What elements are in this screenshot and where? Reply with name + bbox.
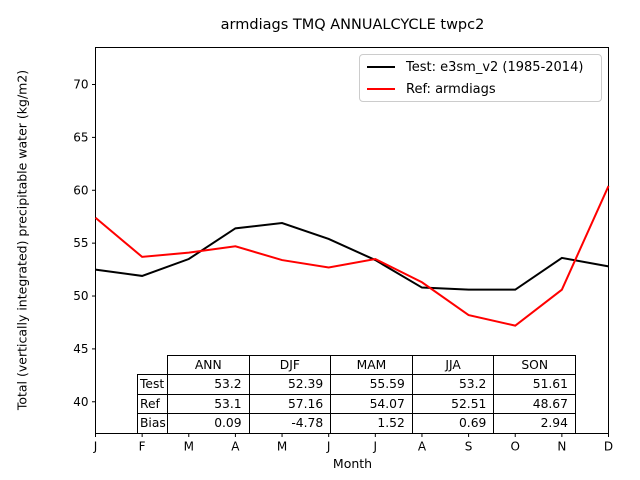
table-cell: 52.51	[411, 393, 495, 415]
y-tick-label: 40	[73, 395, 88, 409]
table-cell: 53.1	[167, 393, 250, 415]
table-row: Test 53.2 52.39 55.59 53.2 51.61	[137, 374, 576, 395]
legend-entry: Test: e3sm_v2 (1985-2014)	[367, 58, 593, 76]
table-cell: 1.52	[330, 413, 413, 434]
table-cell: 55.59	[330, 374, 413, 395]
table-cell: 48.67	[493, 393, 576, 415]
table-cell: 53.2	[167, 374, 250, 395]
y-axis-label: Total (vertically integrated) precipitab…	[14, 69, 30, 411]
y-tick-label: 45	[73, 342, 88, 356]
table-col-header: JJA	[411, 354, 495, 376]
x-tick-label: J	[373, 439, 378, 453]
legend-label: Ref: armdiags	[406, 81, 496, 97]
table-row-label: Test	[137, 374, 168, 395]
x-tick-label: F	[139, 439, 146, 453]
stats-table: ANN DJF MAM JJA SON Test 53.2 52.39 55.59 53.2 51.…	[137, 354, 576, 434]
legend-line-sample-icon	[367, 88, 395, 90]
series-line-1	[94, 185, 610, 327]
x-tick-label: O	[511, 439, 520, 453]
table-cell: 53.2	[411, 374, 495, 395]
table-cell: 52.39	[248, 374, 332, 395]
x-tick-label: A	[231, 439, 240, 453]
table-corner-cell	[138, 355, 168, 375]
y-tick-label: 70	[73, 78, 88, 92]
x-tick-label: M	[277, 439, 287, 453]
legend-label: Test: e3sm_v2 (1985-2014)	[406, 59, 584, 75]
table-cell: -4.78	[248, 413, 332, 434]
table-row-label: Bias	[137, 413, 168, 434]
x-tick-label: N	[557, 439, 566, 453]
x-tick-label: S	[465, 439, 473, 453]
table-col-header: SON	[493, 354, 576, 376]
table-cell: 0.09	[167, 413, 250, 434]
x-tick-label: D	[604, 439, 613, 453]
table-cell: 51.61	[493, 374, 576, 395]
x-axis-label: Month	[332, 456, 373, 471]
table-col-header: DJF	[248, 354, 332, 376]
series-line-0	[95, 222, 609, 291]
table-row-label: Ref	[137, 393, 168, 415]
table-cell: 0.69	[411, 413, 495, 434]
table-row: Bias 0.09 -4.78 1.52 0.69 2.94	[137, 413, 576, 434]
axes-border	[95, 47, 609, 434]
y-tick-label: 65	[73, 130, 88, 144]
y-tick-label: 55	[73, 236, 88, 250]
table-header-row: ANN DJF MAM JJA SON	[138, 354, 576, 376]
x-tick-label: J	[93, 439, 98, 453]
table-col-header: MAM	[330, 354, 413, 376]
y-tick-label: 50	[73, 289, 88, 303]
table-cell: 2.94	[493, 413, 576, 434]
x-tick-label: J	[326, 439, 331, 453]
table-row: Ref 53.1 57.16 54.07 52.51 48.67	[137, 393, 576, 415]
legend-line-sample-icon	[367, 66, 395, 68]
x-tick-label: M	[184, 439, 194, 453]
legend-entry: Ref: armdiags	[367, 80, 593, 98]
table-cell: 57.16	[248, 393, 332, 415]
x-tick-label: A	[418, 439, 427, 453]
table-cell: 54.07	[330, 393, 413, 415]
y-tick-label: 60	[73, 183, 88, 197]
chart-title: armdiags TMQ ANNUALCYCLE twpc2	[220, 17, 485, 33]
table-col-header: ANN	[167, 354, 250, 376]
legend: Test: e3sm_v2 (1985-2014) Ref: armdiags	[359, 54, 602, 102]
